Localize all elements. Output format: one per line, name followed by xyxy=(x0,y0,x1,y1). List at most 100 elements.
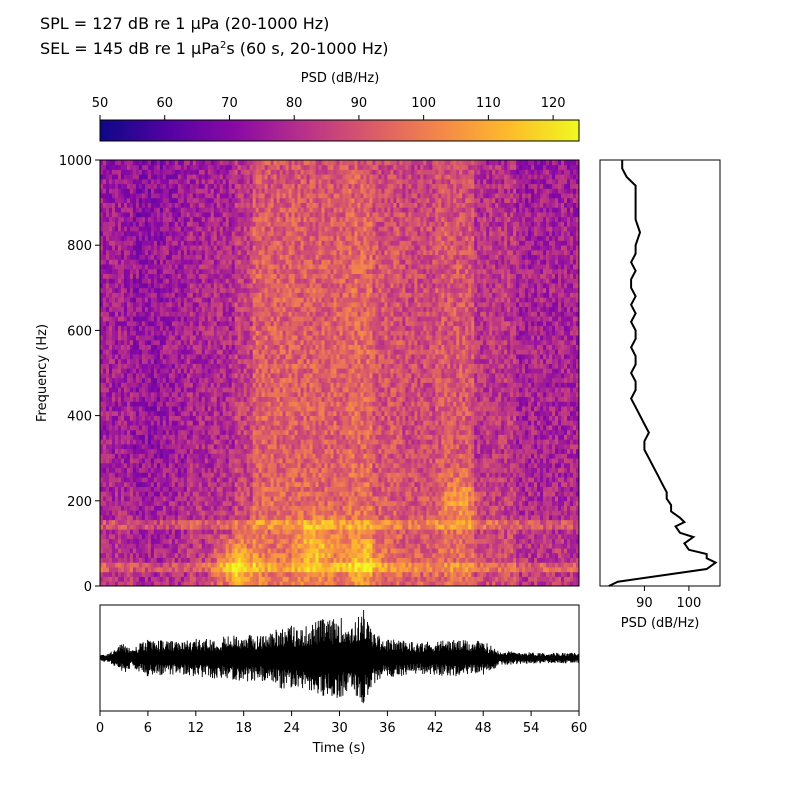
spectrogram-cell xyxy=(240,354,245,360)
spectrogram-cell xyxy=(144,354,149,360)
spectrogram-cell xyxy=(114,524,119,530)
spectrogram-cell xyxy=(171,368,176,374)
spectrogram-cell xyxy=(100,283,104,289)
spectrogram-cell xyxy=(198,406,203,412)
spectrogram-cell xyxy=(141,339,146,345)
spectrogram-cell xyxy=(195,576,200,582)
spectrogram-cell xyxy=(108,434,113,440)
spectrogram-cell xyxy=(219,505,224,511)
spectrogram-cell xyxy=(159,415,164,421)
spectrogram-cell xyxy=(231,396,236,402)
spectrogram-cell xyxy=(186,557,191,563)
spectrogram-cell xyxy=(201,316,206,322)
spectrogram-cell xyxy=(150,453,155,459)
spectrogram-cell xyxy=(162,311,167,317)
spectrogram-cell xyxy=(216,302,221,308)
spectrogram-cell xyxy=(120,439,125,445)
spectrogram-cell xyxy=(120,576,125,582)
spectrogram-cell xyxy=(129,240,134,246)
spectrogram-cell xyxy=(117,320,122,327)
spectrogram-cell xyxy=(201,401,206,407)
spectrogram-cell xyxy=(246,302,251,308)
spectrogram-cell xyxy=(240,571,245,577)
spectrogram-cell xyxy=(144,538,149,544)
spectrogram-cell xyxy=(138,320,143,327)
spectrogram-cell xyxy=(159,529,164,535)
spectrogram-cell xyxy=(177,216,182,222)
spectrogram-cell xyxy=(141,259,146,265)
spectrogram-cell xyxy=(216,259,221,265)
spectrogram-cell xyxy=(120,567,125,573)
spectrogram-cell xyxy=(147,406,152,412)
spectrogram-cell xyxy=(100,268,104,274)
spectrogram-cell xyxy=(255,197,260,203)
spectrogram-cell xyxy=(162,226,167,232)
spectrogram-cell xyxy=(117,543,122,549)
spectrogram-cell xyxy=(237,444,242,450)
spectrogram-cell xyxy=(228,160,233,166)
spectrogram-cell xyxy=(138,363,143,369)
spectrogram-cell xyxy=(171,444,176,450)
spectrogram-cell xyxy=(258,543,263,549)
spectrogram-cell xyxy=(183,571,188,577)
spectrogram-cell xyxy=(252,462,257,469)
spectrogram-cell xyxy=(129,231,134,237)
spectrogram-cell xyxy=(117,178,122,185)
spectrogram-cell xyxy=(252,302,257,308)
spectrogram-cell xyxy=(195,311,200,317)
spectrogram-cell xyxy=(189,363,194,369)
spectrogram-cell xyxy=(183,387,188,393)
spectrogram-cell xyxy=(120,268,125,274)
spectrogram-cell xyxy=(204,557,209,563)
spectrogram-cell xyxy=(162,174,167,180)
spectrogram-cell xyxy=(135,481,140,487)
spectrogram-cell xyxy=(114,557,119,563)
spectrogram-cell xyxy=(246,519,251,525)
spectrogram-cell xyxy=(102,581,107,587)
spectrogram-cell xyxy=(183,453,188,459)
spectrogram-cell xyxy=(108,164,113,170)
spectrogram-cell xyxy=(192,363,197,369)
spectrogram-cell xyxy=(258,529,263,535)
spectrogram-cell xyxy=(204,448,209,454)
spectrogram-cell xyxy=(183,164,188,170)
spectrogram-cell xyxy=(162,406,167,412)
spectrogram-cell xyxy=(117,202,122,208)
spectrogram-cell xyxy=(231,311,236,317)
spectrogram-cell xyxy=(156,169,161,175)
spectrogram-cell xyxy=(123,268,128,274)
spectrogram-cell xyxy=(198,174,203,180)
spectrogram-cell xyxy=(243,415,248,421)
spectrogram-cell xyxy=(249,571,254,577)
spectrogram-cell xyxy=(147,231,152,237)
spectrogram-cell xyxy=(126,439,131,445)
spectrogram-cell xyxy=(177,472,182,478)
spectrogram-cell xyxy=(105,552,110,558)
spectrogram-cell xyxy=(108,444,113,450)
spectrogram-cell xyxy=(192,264,197,270)
spectrogram-cell xyxy=(132,273,137,279)
spectrogram-cell xyxy=(210,505,215,511)
spectrogram-cell xyxy=(252,297,257,303)
spectrogram-cell xyxy=(225,273,230,279)
spectrogram-cell xyxy=(105,529,110,535)
spectrogram-cell xyxy=(261,268,266,274)
spectrogram-cell xyxy=(123,335,128,341)
spectrogram-cell xyxy=(108,349,113,355)
spectrogram-cell xyxy=(162,538,167,544)
spectrogram-cell xyxy=(126,448,131,454)
spectrogram-cell xyxy=(219,552,224,558)
spectrogram-cell xyxy=(189,548,194,554)
spectrogram-cell xyxy=(105,193,110,199)
spectrogram-cell xyxy=(156,174,161,180)
spectrogram-cell xyxy=(156,377,161,383)
spectrogram-cell xyxy=(189,316,194,322)
spectrogram-cell xyxy=(138,420,143,426)
spectrogram-cell xyxy=(231,358,236,364)
spectrogram-cell xyxy=(165,344,170,350)
spectrogram-cell xyxy=(147,320,152,327)
spectrogram-cell xyxy=(198,387,203,393)
spectrogram-cell xyxy=(198,235,203,241)
spectrogram-cell xyxy=(252,439,257,445)
spectrogram-cell xyxy=(177,193,182,199)
